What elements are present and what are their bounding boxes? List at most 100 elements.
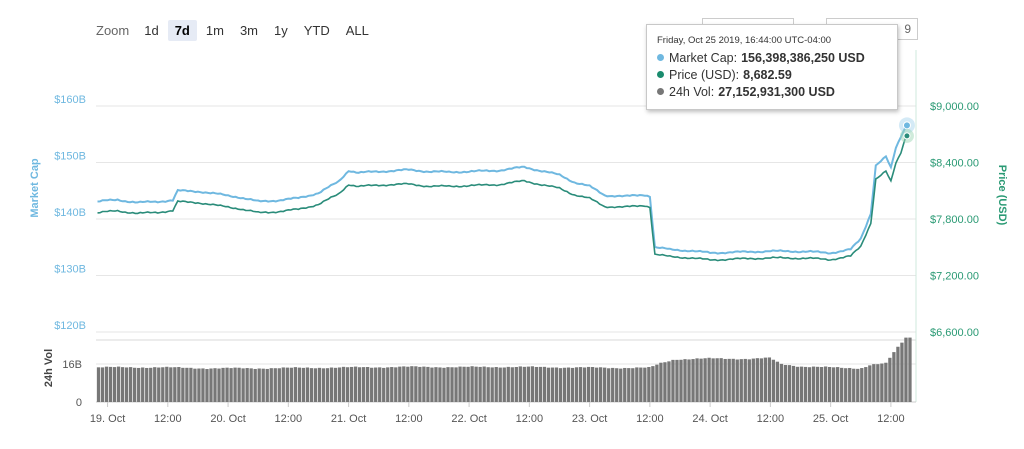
volume-bar bbox=[458, 366, 462, 402]
volume-bar bbox=[599, 367, 603, 402]
volume-bar bbox=[213, 368, 217, 402]
tooltip-market-cap-label: Market Cap: bbox=[669, 50, 738, 65]
volume-bar bbox=[530, 366, 535, 402]
volume-bar bbox=[578, 367, 583, 402]
volume-bar bbox=[366, 367, 370, 402]
volume-bar bbox=[574, 367, 579, 402]
volume-bar bbox=[703, 358, 707, 402]
zoom-ytd-button[interactable]: YTD bbox=[303, 22, 330, 38]
tooltip-market-cap-value: 156,398,386,250 USD bbox=[741, 50, 865, 65]
volume-bar bbox=[261, 368, 265, 402]
volume-bar bbox=[374, 367, 378, 402]
chart-tooltip: Friday, Oct 25 2019, 16:44:00 UTC-04:00 … bbox=[646, 24, 898, 110]
zoom-1m-button[interactable]: 1m bbox=[205, 22, 224, 38]
zoom-all-button[interactable]: ALL bbox=[345, 22, 369, 38]
volume-bar bbox=[205, 369, 209, 402]
volume-bar bbox=[590, 367, 595, 402]
volume-bar bbox=[739, 359, 743, 402]
volume-bar bbox=[165, 366, 169, 402]
volume-bar bbox=[731, 358, 735, 402]
volume-bar bbox=[145, 367, 149, 402]
volume-bar bbox=[743, 358, 747, 402]
volume-bar bbox=[189, 367, 193, 402]
volume-bar bbox=[727, 358, 731, 402]
volume-bar bbox=[498, 367, 502, 402]
volume-bar bbox=[763, 357, 768, 402]
volume-bar bbox=[546, 367, 551, 402]
volume-bar bbox=[297, 367, 302, 402]
volume-bar bbox=[462, 366, 466, 402]
volume-bar bbox=[538, 366, 543, 402]
volume-bar bbox=[659, 362, 663, 402]
volume-bar bbox=[173, 367, 177, 402]
volume-bar bbox=[257, 368, 261, 402]
volume-bar bbox=[454, 367, 458, 402]
series-lines bbox=[97, 125, 907, 262]
volume-bar bbox=[755, 358, 759, 402]
volume-bar bbox=[586, 366, 591, 402]
volume-bar bbox=[554, 367, 559, 402]
x-axis-tick-9: 12:00 bbox=[636, 413, 664, 425]
volume-bar bbox=[120, 367, 125, 402]
volume-bar bbox=[133, 367, 137, 402]
volume-bar bbox=[394, 367, 398, 402]
volume-bar bbox=[141, 367, 145, 402]
volume-bar bbox=[719, 358, 723, 402]
zoom-selector: Zoom 1d 7d 1m 3m 1y YTD ALL bbox=[96, 18, 376, 42]
volume-bar bbox=[550, 367, 555, 402]
x-axis-tick-11: 12:00 bbox=[757, 413, 785, 425]
volume-bar bbox=[253, 368, 257, 402]
volume-bar bbox=[490, 367, 494, 402]
volume-bar bbox=[699, 358, 703, 402]
zoom-7d-button[interactable]: 7d bbox=[167, 19, 197, 41]
zoom-1d-button[interactable]: 1d bbox=[144, 22, 159, 38]
volume-bar bbox=[771, 359, 776, 402]
right-axis-tick-3: $7,200.00 bbox=[930, 271, 979, 283]
tooltip-price-value: 8,682.59 bbox=[743, 67, 792, 82]
axes: $160B $150B $140B $130B $120B $9,000.00 $8,400… bbox=[29, 94, 1008, 425]
volume-bar bbox=[594, 367, 599, 402]
volume-bar bbox=[104, 366, 109, 402]
volume-bar bbox=[478, 366, 482, 402]
volume-bar bbox=[361, 367, 366, 402]
volume-bar bbox=[856, 368, 860, 402]
x-axis-tick-2: 20. Oct bbox=[210, 413, 245, 425]
volume-bar bbox=[410, 366, 414, 402]
volume-bar bbox=[357, 367, 362, 402]
volume-bar bbox=[418, 366, 422, 402]
volume-bar bbox=[655, 364, 659, 402]
volume-bar bbox=[723, 358, 727, 402]
volume-bar bbox=[153, 367, 157, 402]
volume-bar bbox=[803, 366, 808, 402]
volume-bar bbox=[430, 367, 434, 402]
volume-bar bbox=[799, 366, 804, 402]
x-axis-tick-4: 21. Oct bbox=[331, 413, 366, 425]
zoom-3m-button[interactable]: 3m bbox=[239, 22, 258, 38]
volume-bar bbox=[542, 366, 547, 402]
zoom-1y-button[interactable]: 1y bbox=[274, 22, 288, 38]
volume-bar bbox=[281, 367, 285, 402]
volume-bar bbox=[466, 366, 470, 402]
volume-bar bbox=[884, 362, 888, 402]
market-cap-dot-icon bbox=[657, 54, 664, 61]
volume-bar bbox=[233, 367, 237, 402]
left-axis-tick-1: $150B bbox=[54, 151, 86, 163]
volume-bar bbox=[349, 366, 354, 402]
tooltip-price-row: Price (USD): 8,682.59 bbox=[657, 66, 887, 83]
volume-bar bbox=[715, 358, 719, 402]
price-dot-icon bbox=[657, 71, 664, 78]
market-cap-hover-point bbox=[902, 121, 911, 130]
volume-bar bbox=[442, 367, 446, 402]
volume-bar bbox=[201, 368, 205, 402]
volume-bar bbox=[635, 367, 639, 402]
right-axis-tick-1: $8,400.00 bbox=[930, 158, 979, 170]
volume-bar bbox=[353, 366, 358, 402]
volume-bar bbox=[840, 367, 844, 402]
volume-bar bbox=[426, 366, 430, 402]
volume-bar bbox=[823, 366, 828, 402]
volume-bar bbox=[185, 367, 189, 402]
volume-bar bbox=[333, 367, 338, 402]
volume-bar bbox=[751, 358, 755, 402]
volume-bar bbox=[378, 367, 382, 402]
